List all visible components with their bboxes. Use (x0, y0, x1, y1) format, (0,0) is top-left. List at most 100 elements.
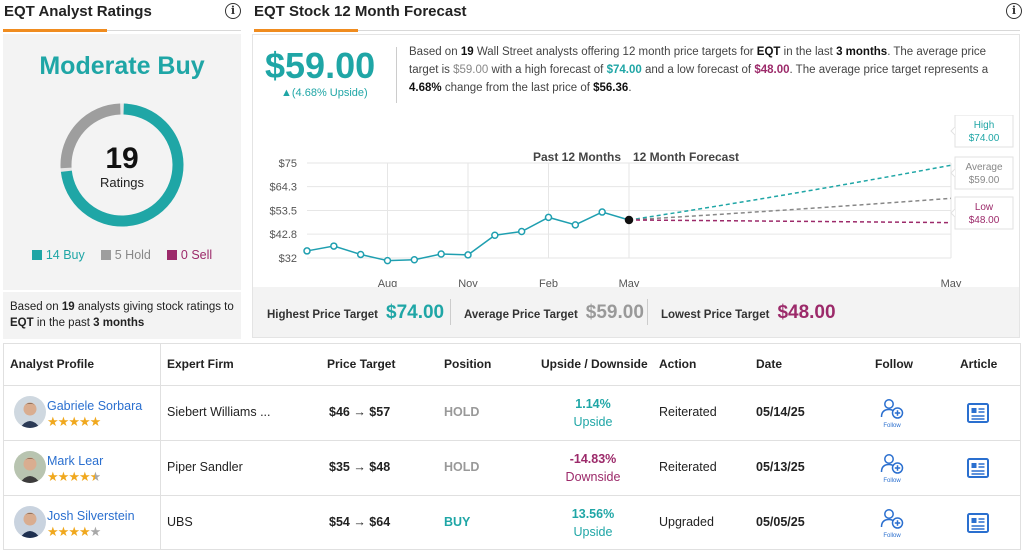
article-button[interactable] (967, 513, 989, 533)
highest-target-label: Highest Price Target (267, 309, 378, 321)
hold-swatch (100, 250, 111, 260)
header-expert-firm: Expert Firm (167, 357, 234, 371)
summary-text: and a low forecast of (644, 64, 752, 76)
follow-user-icon (880, 509, 904, 529)
star-icon: ★ (57, 524, 70, 539)
forecast-label-average: Average $59.00 (950, 156, 1014, 190)
ratings-card: Moderate Buy 19 Ratings 14 Buy 5 Hold 0 … (3, 34, 241, 290)
y-axis-ticks: $75 $64.3 $53.5 $42.8 $32 (269, 158, 297, 265)
x-tick-month: May (619, 278, 640, 287)
price-point (464, 251, 472, 259)
forecast-label-name: Low (975, 202, 994, 213)
footnote-text: analysts giving stock ratings to (77, 301, 234, 313)
forecast-label-value: $59.00 (969, 175, 1000, 186)
header-analyst-profile: Analyst Profile (10, 357, 95, 371)
star-icon: ★ (89, 414, 102, 429)
price-point (437, 250, 445, 258)
forecast-line-high (628, 164, 952, 221)
forecast-title: EQT Stock 12 Month Forecast (254, 3, 467, 20)
upside-downside: -14.83% Downside (545, 450, 641, 486)
star-rating: ★★★★★ (47, 469, 101, 485)
follow-button[interactable]: Follow (878, 398, 906, 429)
expert-firm: Siebert Williams ... (167, 405, 271, 419)
price-point (410, 256, 419, 264)
x-tick-month: Aug (378, 278, 398, 287)
forecast-label-low: Low $48.00 (950, 196, 1014, 230)
price-target-change: $35 → $48 (329, 460, 391, 474)
table-row: Gabriele Sorbara ★★★★★ Siebert Williams … (4, 385, 1020, 440)
follow-button[interactable]: Follow (878, 508, 906, 539)
info-icon[interactable]: i (225, 3, 241, 19)
price-target-change: $54 → $64 (329, 515, 391, 529)
follow-text: Follow (883, 533, 901, 539)
star-rating: ★★★★★ (47, 414, 102, 430)
header-article: Article (960, 357, 998, 371)
upside-percentage: -14.83% (569, 452, 617, 466)
y-tick-label: $32 (279, 253, 297, 265)
ratings-footnote: Based on 19 analysts giving stock rating… (3, 292, 241, 339)
buy-swatch (31, 250, 42, 260)
forecast-line-average (628, 197, 952, 221)
follow-text: Follow (883, 423, 901, 429)
position-badge: BUY (444, 515, 471, 529)
follow-user-icon (880, 399, 904, 419)
forecast-label-value: $74.00 (969, 133, 1000, 144)
legend-sell: 0 Sell (166, 248, 212, 262)
analyst-name-link[interactable]: Gabriele Sorbara (47, 399, 143, 413)
analyst-name-link[interactable]: Josh Silverstein (47, 509, 135, 523)
divider (647, 299, 648, 325)
forecast-label-pointer (950, 208, 956, 218)
header-price-target: Price Target (327, 357, 396, 371)
star-icon: ★ (68, 414, 80, 429)
lowest-target: Lowest Price Target $48.00 (661, 302, 836, 324)
price-point (330, 242, 338, 250)
x-tick-month: Feb (539, 278, 558, 287)
avatar[interactable] (14, 506, 46, 538)
y-tick-label: $75 (279, 158, 297, 170)
article-icon (967, 403, 989, 423)
upside-downside: 13.56% Upside (545, 505, 641, 541)
summary-text: . The average price target is (409, 46, 987, 76)
average-price-target: $59.00 (265, 45, 376, 86)
summary-text: Wall Street analysts offering 12 month p… (476, 46, 754, 58)
summary-text: . The average price target represents a (789, 64, 989, 76)
chart-grid (307, 162, 952, 259)
y-tick-label: $64.3 (269, 182, 297, 194)
average-target-value: $59.00 (585, 302, 644, 323)
analyst-name-link[interactable]: Mark Lear (47, 454, 104, 468)
highest-target: Highest Price Target $74.00 (267, 302, 444, 324)
upside-direction: Downside (565, 470, 621, 484)
price-point (544, 213, 553, 222)
rating-action: Reiterated (659, 405, 717, 419)
price-point (491, 231, 499, 239)
table-row: Mark Lear ★★★★★ Piper Sandler $35 → $48 … (4, 440, 1020, 495)
avatar[interactable] (14, 396, 46, 428)
summary-text: change from the last price of (444, 82, 590, 94)
article-icon (967, 458, 989, 478)
ratings-count-label: Ratings (99, 175, 145, 190)
forecast-label-box (954, 156, 1014, 190)
expert-firm: Piper Sandler (167, 460, 243, 474)
star-icon: ★ (47, 414, 59, 429)
upside-direction: Upside (573, 525, 613, 539)
summary-text: Based on (409, 46, 458, 58)
footnote-ticker: EQT (10, 317, 34, 329)
footnote-count: 19 (61, 301, 75, 313)
upside-direction: Upside (573, 415, 613, 429)
follow-text: Follow (883, 478, 901, 484)
article-button[interactable] (967, 403, 989, 423)
avatar[interactable] (14, 451, 46, 483)
tab-accent (254, 29, 358, 32)
info-icon[interactable]: i (1006, 3, 1022, 19)
star-icon: ★ (47, 524, 59, 539)
article-button[interactable] (967, 458, 989, 478)
rating-date: 05/05/25 (756, 515, 805, 529)
summary-period: 3 months (836, 46, 888, 58)
ratings-title: EQT Analyst Ratings (4, 3, 152, 20)
position-badge: HOLD (444, 405, 480, 419)
follow-button[interactable]: Follow (878, 453, 906, 484)
upside-percentage: ▲(4.68% Upside) (281, 87, 368, 99)
legend-hold-label: 5 Hold (114, 248, 151, 262)
forecast-label-high: High $74.00 (950, 115, 1014, 148)
position-badge: HOLD (444, 460, 480, 474)
